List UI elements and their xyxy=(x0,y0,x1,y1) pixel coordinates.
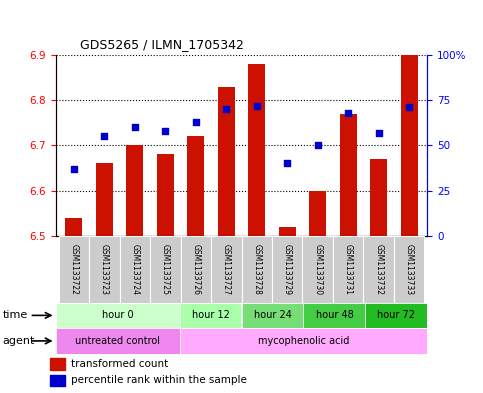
Text: GSM1133733: GSM1133733 xyxy=(405,244,413,295)
Point xyxy=(284,160,291,167)
Text: hour 24: hour 24 xyxy=(254,310,291,320)
Bar xyxy=(66,218,82,236)
Polygon shape xyxy=(394,236,425,303)
Text: hour 72: hour 72 xyxy=(377,310,415,320)
Bar xyxy=(366,303,427,328)
Text: GSM1133728: GSM1133728 xyxy=(252,244,261,295)
Text: GSM1133724: GSM1133724 xyxy=(130,244,139,295)
Bar xyxy=(56,328,180,354)
Bar xyxy=(370,159,387,236)
Text: GSM1133727: GSM1133727 xyxy=(222,244,231,295)
Polygon shape xyxy=(89,236,120,303)
Bar xyxy=(218,87,235,236)
Text: GDS5265 / ILMN_1705342: GDS5265 / ILMN_1705342 xyxy=(80,38,243,51)
Text: GSM1133726: GSM1133726 xyxy=(191,244,200,295)
Bar xyxy=(303,303,366,328)
Bar xyxy=(127,145,143,236)
Text: hour 0: hour 0 xyxy=(102,310,133,320)
Polygon shape xyxy=(120,236,150,303)
Point xyxy=(192,119,199,125)
Bar xyxy=(50,358,66,369)
Text: GSM1133725: GSM1133725 xyxy=(161,244,170,295)
Polygon shape xyxy=(58,236,89,303)
Text: percentile rank within the sample: percentile rank within the sample xyxy=(71,375,247,385)
Polygon shape xyxy=(333,236,363,303)
Polygon shape xyxy=(181,236,211,303)
Bar xyxy=(309,191,326,236)
Bar xyxy=(401,55,417,236)
Bar xyxy=(50,375,66,386)
Text: agent: agent xyxy=(2,336,35,346)
Text: GSM1133731: GSM1133731 xyxy=(344,244,353,295)
Point xyxy=(70,166,78,172)
Bar xyxy=(187,136,204,236)
Polygon shape xyxy=(302,236,333,303)
Point xyxy=(222,106,230,112)
Bar xyxy=(157,154,174,236)
Text: hour 12: hour 12 xyxy=(192,310,229,320)
Point xyxy=(405,104,413,110)
Text: transformed count: transformed count xyxy=(71,358,169,369)
Point xyxy=(253,103,261,109)
Text: time: time xyxy=(2,310,28,320)
Point xyxy=(314,142,322,149)
Bar xyxy=(56,303,180,328)
Text: mycophenolic acid: mycophenolic acid xyxy=(258,336,349,346)
Bar xyxy=(96,163,113,236)
Point xyxy=(161,128,169,134)
Text: GSM1133732: GSM1133732 xyxy=(374,244,383,295)
Bar xyxy=(279,227,296,236)
Point xyxy=(344,110,352,116)
Bar xyxy=(180,328,427,354)
Bar xyxy=(340,114,356,236)
Text: untreated control: untreated control xyxy=(75,336,160,346)
Point xyxy=(131,124,139,130)
Text: GSM1133730: GSM1133730 xyxy=(313,244,322,295)
Polygon shape xyxy=(363,236,394,303)
Polygon shape xyxy=(150,236,181,303)
Point xyxy=(100,133,108,140)
Text: hour 48: hour 48 xyxy=(315,310,354,320)
Bar xyxy=(242,303,303,328)
Text: GSM1133729: GSM1133729 xyxy=(283,244,292,295)
Polygon shape xyxy=(242,236,272,303)
Polygon shape xyxy=(272,236,302,303)
Text: GSM1133722: GSM1133722 xyxy=(70,244,78,295)
Polygon shape xyxy=(211,236,242,303)
Bar xyxy=(180,303,242,328)
Point xyxy=(375,130,383,136)
Bar xyxy=(248,64,265,236)
Text: GSM1133723: GSM1133723 xyxy=(100,244,109,295)
